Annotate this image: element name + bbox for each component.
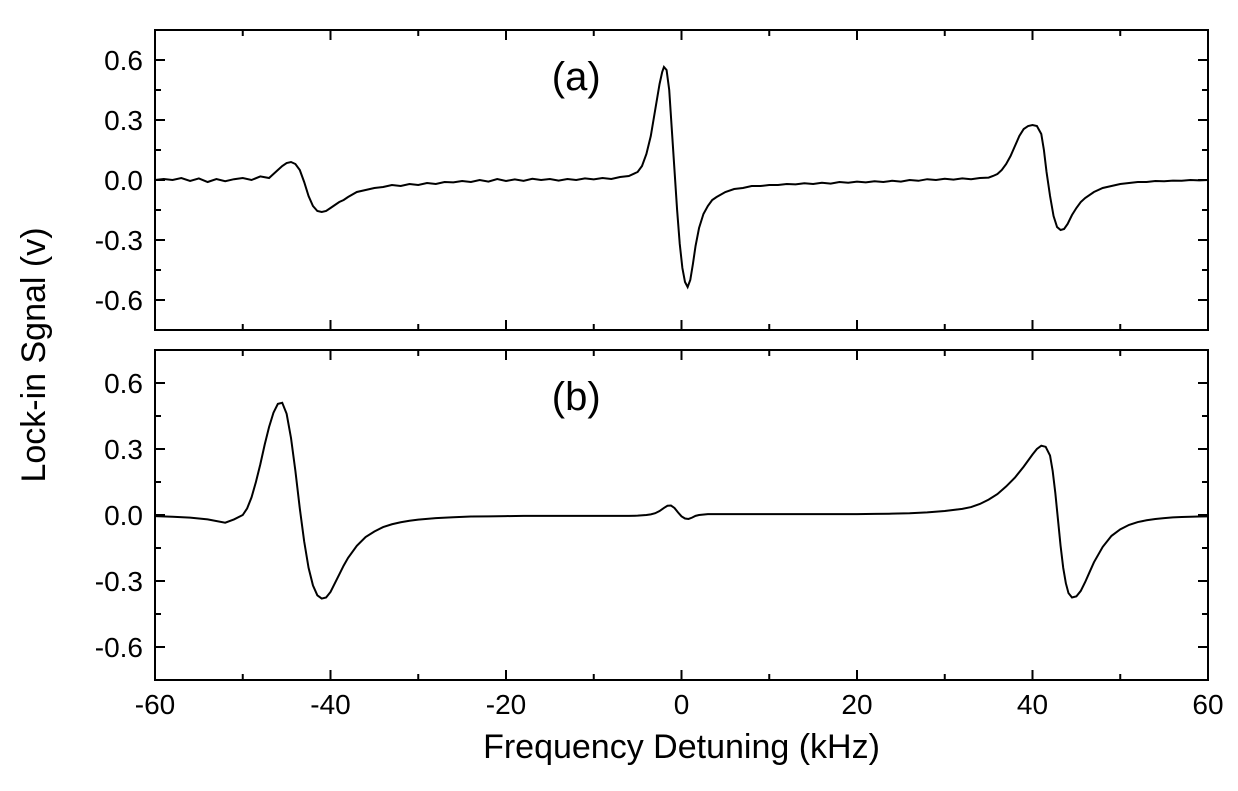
y-tick-label: -0.3	[95, 225, 143, 256]
y-tick-label: 0.3	[104, 434, 143, 465]
y-tick-label: 0.6	[104, 368, 143, 399]
y-tick-label: -0.6	[95, 285, 143, 316]
data-curve	[155, 67, 1208, 287]
y-tick-label: -0.6	[95, 632, 143, 663]
figure-container: -0.6 -0.3 0.0 0.3 0.6 (a) -60 -40 -20 0 20 40 60 -0.6…	[0, 0, 1238, 791]
x-tick-label: 60	[1192, 689, 1223, 720]
panel-label: (b)	[552, 375, 601, 419]
y-tick-label: 0.0	[104, 500, 143, 531]
x-tick-label: 40	[1017, 689, 1048, 720]
y-tick-label: 0.6	[104, 45, 143, 76]
panel-frame	[155, 30, 1208, 330]
data-curve	[155, 403, 1208, 599]
chart-svg: -0.6 -0.3 0.0 0.3 0.6 (a) -60 -40 -20 0 20 40 60 -0.6…	[0, 0, 1238, 791]
y-tick-label: 0.3	[104, 105, 143, 136]
y-axis-label: Lock-in Sgnal (v)	[15, 227, 53, 482]
x-tick-label: 20	[841, 689, 872, 720]
x-tick-label: -40	[310, 689, 350, 720]
y-tick-label: 0.0	[104, 165, 143, 196]
panel-label: (a)	[552, 55, 601, 99]
y-tick-label: -0.3	[95, 566, 143, 597]
x-axis-label: Frequency Detuning (kHz)	[483, 728, 880, 766]
x-tick-label: -60	[135, 689, 175, 720]
x-tick-label: 0	[674, 689, 690, 720]
x-tick-label: -20	[486, 689, 526, 720]
